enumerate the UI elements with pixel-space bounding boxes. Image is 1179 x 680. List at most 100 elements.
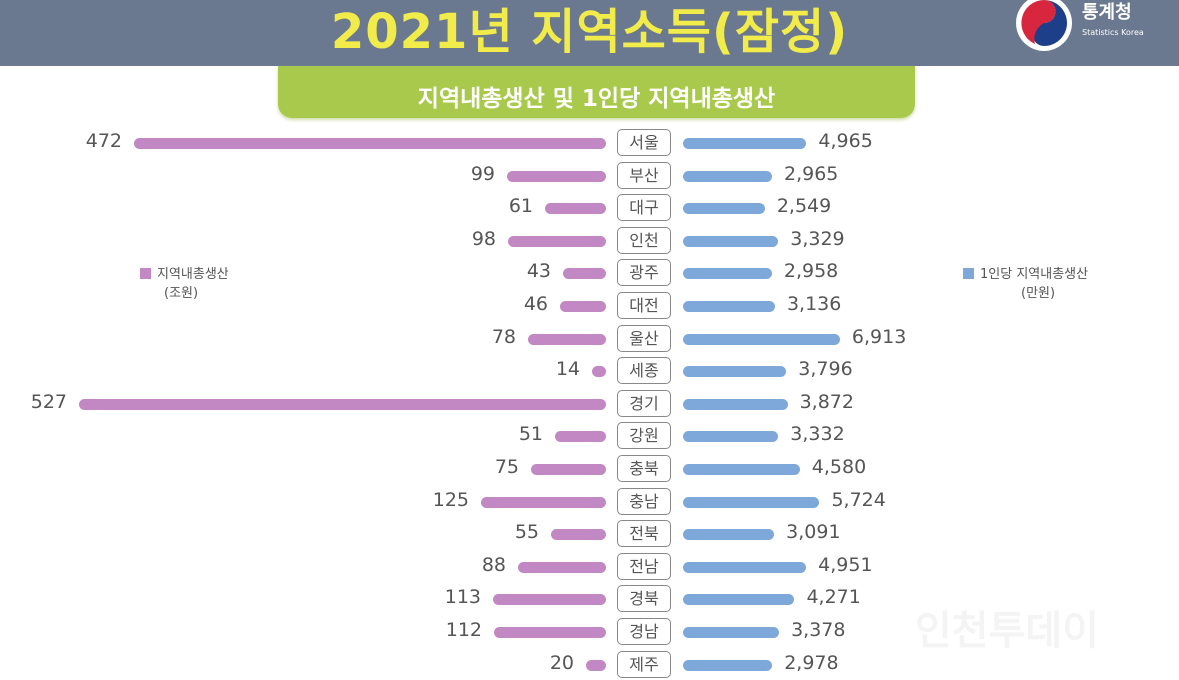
chart-title: 지역내총생산 및 1인당 지역내총생산 [417, 86, 776, 112]
value-label-grdp-per-capita: 3,136 [786, 293, 842, 315]
chart-row: 98 인천 3,329 [0, 226, 1179, 256]
bar-grdp [531, 464, 606, 475]
value-label-grdp-per-capita: 2,978 [784, 651, 839, 674]
chart-row: 472 서울 4,965 [0, 128, 1179, 158]
value-label-grdp: 55 [514, 521, 539, 544]
value-label-grdp: 472 [85, 130, 122, 152]
value-label-grdp: 61 [508, 195, 533, 218]
value-label-grdp-per-capita: 3,091 [786, 521, 841, 544]
legend-label: 지역내총생산 [157, 267, 229, 282]
region-label: 경기 [617, 389, 671, 417]
region-label: 제주 [617, 650, 671, 678]
value-label-grdp-per-capita: 4,580 [811, 456, 867, 478]
logo-name: 통계청 [1082, 2, 1132, 23]
chart-row: 14 세종 3,796 [0, 356, 1179, 386]
region-label: 강원 [617, 422, 671, 450]
region-label: 인천 [617, 226, 671, 254]
value-label-grdp-per-capita: 2,965 [783, 162, 839, 185]
region-label: 충남 [617, 487, 671, 515]
value-label-grdp-per-capita: 3,378 [791, 619, 846, 641]
bar-grdp [586, 659, 606, 671]
value-label-grdp: 20 [549, 651, 574, 674]
value-label-grdp: 99 [470, 162, 495, 185]
chart-row: 99 부산 2,965 [0, 161, 1179, 191]
bar-grdp [507, 170, 606, 182]
value-label-grdp-per-capita: 4,271 [806, 586, 861, 609]
chart-row: 113 경북 4,271 [0, 584, 1179, 614]
bar-grdp-per-capita [683, 431, 779, 443]
bar-grdp-per-capita [683, 464, 800, 475]
value-label-grdp: 88 [481, 553, 506, 576]
value-label-grdp-per-capita: 2,958 [783, 260, 839, 283]
chart-row: 51 강원 3,332 [0, 421, 1179, 451]
bar-grdp-per-capita [683, 496, 820, 508]
value-label-grdp: 112 [445, 619, 482, 641]
bar-grdp [592, 366, 606, 378]
region-label: 전북 [617, 520, 671, 548]
bar-grdp-per-capita [683, 627, 780, 638]
bar-grdp [518, 561, 606, 573]
subtitle-banner: 지역내총생산 및 1인당 지역내총생산 [278, 66, 915, 118]
value-label-grdp: 46 [523, 293, 548, 315]
bar-grdp [528, 333, 606, 345]
bar-grdp [555, 431, 606, 443]
value-label-grdp-per-capita: 4,951 [818, 553, 873, 576]
bar-grdp-per-capita [683, 203, 765, 215]
bar-grdp-per-capita [683, 235, 779, 247]
legend-unit: (조원) [164, 286, 199, 301]
region-label: 충북 [617, 455, 671, 482]
watermark: 인천투데이 [915, 608, 1099, 654]
value-label-grdp-per-capita: 2,549 [776, 195, 832, 218]
value-label-grdp: 98 [471, 227, 496, 250]
value-label-grdp-per-capita: 3,332 [790, 423, 845, 446]
chart-row: 125 충남 5,724 [0, 487, 1179, 517]
bar-grdp-per-capita [683, 170, 772, 182]
value-label-grdp-per-capita: 3,329 [790, 227, 845, 250]
value-label-grdp: 113 [444, 586, 481, 609]
bar-grdp-per-capita [683, 561, 807, 573]
value-label-grdp-per-capita: 5,724 [831, 488, 886, 511]
bar-grdp [494, 627, 606, 638]
region-label: 울산 [617, 324, 671, 352]
region-label: 세종 [617, 357, 671, 385]
bar-grdp [545, 203, 606, 215]
region-label: 광주 [617, 259, 671, 287]
bar-grdp [493, 594, 606, 606]
chart-row: 88 전남 4,951 [0, 552, 1179, 582]
value-label-grdp-per-capita: 3,796 [798, 358, 853, 381]
page-title: 2021년 지역소득(잠정) [330, 4, 849, 60]
chart-row: 75 충북 4,580 [0, 454, 1179, 484]
bar-grdp-per-capita [683, 594, 795, 606]
chart-row: 78 울산 6,913 [0, 324, 1179, 354]
region-label: 경북 [617, 585, 671, 613]
bar-grdp-per-capita [683, 333, 840, 345]
region-label: 서울 [617, 129, 671, 156]
chart-row: 20 제주 2,978 [0, 650, 1179, 680]
legend-swatch [140, 268, 151, 279]
chart-row: 55 전북 3,091 [0, 519, 1179, 549]
chart-row: 61 대구 2,549 [0, 193, 1179, 223]
bar-grdp [134, 138, 606, 149]
bar-grdp [508, 235, 606, 247]
value-label-grdp: 14 [555, 358, 580, 381]
bar-grdp-per-capita [683, 398, 788, 410]
chart-row: 527 경기 3,872 [0, 389, 1179, 419]
chart-row: 46 대전 3,136 [0, 291, 1179, 321]
bar-grdp-per-capita [683, 659, 773, 671]
region-label: 전남 [617, 552, 671, 580]
region-label: 대전 [617, 292, 671, 319]
legend-swatch [963, 268, 974, 279]
bar-grdp-per-capita [683, 268, 772, 280]
bar-grdp [481, 496, 606, 508]
value-label-grdp-per-capita: 4,965 [818, 130, 873, 152]
value-label-grdp: 527 [30, 390, 67, 413]
value-label-grdp: 78 [491, 325, 516, 348]
value-label-grdp-per-capita: 3,872 [799, 390, 854, 413]
bar-grdp-per-capita [683, 529, 775, 541]
region-label: 대구 [617, 194, 671, 222]
region-label: 경남 [617, 618, 671, 645]
logo-subtitle: Statistics Korea [1082, 28, 1144, 37]
value-label-grdp-per-capita: 6,913 [851, 325, 907, 348]
bar-grdp-per-capita [683, 366, 787, 378]
region-label: 부산 [617, 161, 671, 189]
